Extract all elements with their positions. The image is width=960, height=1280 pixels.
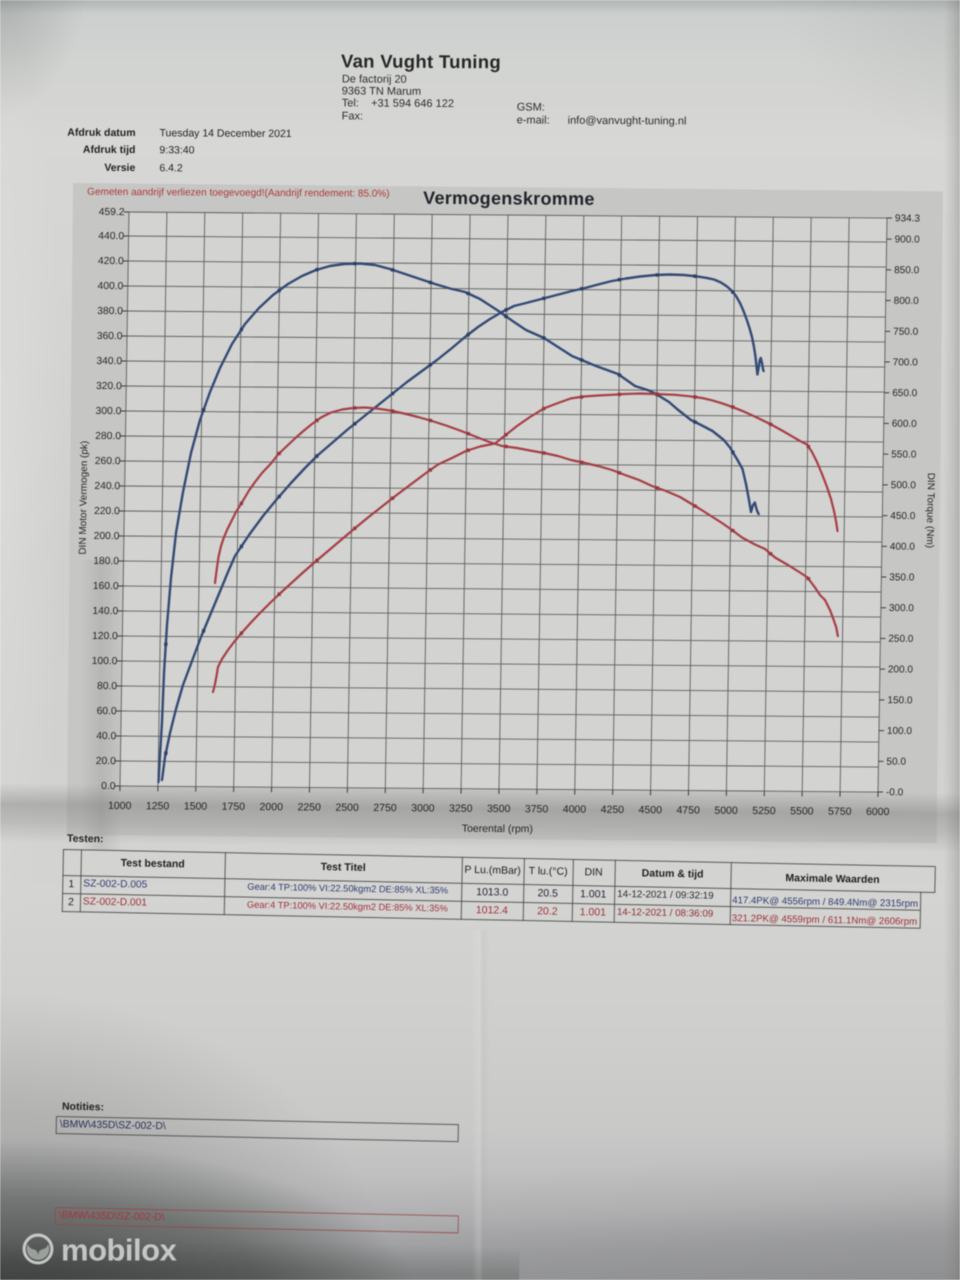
svg-text:40.0: 40.0 (96, 731, 116, 742)
svg-text:1000: 1000 (108, 800, 132, 812)
svg-text:5250: 5250 (752, 805, 776, 817)
svg-text:5000: 5000 (714, 805, 738, 817)
svg-text:900.0: 900.0 (895, 234, 921, 245)
svg-text:300.0: 300.0 (96, 406, 122, 417)
svg-text:700.0: 700.0 (893, 357, 919, 368)
svg-text:650.0: 650.0 (892, 388, 918, 399)
svg-text:550.0: 550.0 (891, 449, 917, 460)
svg-text:200.0: 200.0 (94, 531, 120, 542)
svg-text:1250: 1250 (146, 800, 170, 812)
svg-text:2500: 2500 (335, 802, 359, 814)
svg-text:-0.0: -0.0 (886, 787, 904, 798)
svg-text:Toerental (rpm): Toerental (rpm) (462, 823, 533, 836)
svg-text:200.0: 200.0 (888, 664, 914, 675)
svg-text:934.3: 934.3 (895, 213, 921, 224)
svg-text:3750: 3750 (525, 803, 549, 815)
svg-text:240.0: 240.0 (94, 481, 120, 492)
svg-text:100.0: 100.0 (92, 656, 118, 667)
svg-text:5500: 5500 (790, 805, 814, 817)
svg-text:500.0: 500.0 (891, 480, 917, 491)
svg-text:120.0: 120.0 (92, 631, 118, 642)
svg-text:20.0: 20.0 (96, 756, 116, 767)
svg-text:350.0: 350.0 (889, 572, 915, 583)
svg-text:160.0: 160.0 (93, 581, 119, 592)
svg-text:440.0: 440.0 (98, 231, 124, 242)
svg-text:850.0: 850.0 (894, 265, 920, 276)
svg-text:420.0: 420.0 (98, 256, 124, 267)
svg-text:380.0: 380.0 (97, 306, 123, 317)
svg-text:600.0: 600.0 (892, 419, 918, 430)
svg-text:140.0: 140.0 (92, 606, 118, 617)
svg-text:3250: 3250 (449, 803, 473, 815)
svg-text:5750: 5750 (828, 806, 852, 818)
svg-text:400.0: 400.0 (97, 281, 123, 292)
svg-text:50.0: 50.0 (886, 757, 906, 768)
svg-text:3500: 3500 (487, 803, 511, 815)
svg-text:1750: 1750 (222, 801, 246, 813)
svg-text:800.0: 800.0 (894, 296, 920, 307)
svg-text:300.0: 300.0 (889, 603, 915, 614)
svg-text:2750: 2750 (373, 802, 397, 814)
svg-text:2000: 2000 (260, 801, 284, 813)
svg-text:mobilox: mobilox (61, 1233, 178, 1268)
svg-text:400.0: 400.0 (890, 542, 916, 553)
svg-text:4000: 4000 (563, 804, 587, 816)
svg-text:750.0: 750.0 (893, 327, 919, 338)
svg-text:360.0: 360.0 (97, 331, 123, 342)
svg-text:80.0: 80.0 (97, 681, 117, 692)
svg-text:1500: 1500 (184, 801, 208, 813)
svg-text:3000: 3000 (411, 802, 435, 814)
svg-text:459.2: 459.2 (99, 207, 125, 218)
svg-text:4500: 4500 (639, 804, 663, 816)
svg-text:6000: 6000 (866, 806, 890, 818)
svg-text:4750: 4750 (676, 804, 700, 816)
svg-text:DIN Motor Vermogen (pk): DIN Motor Vermogen (pk) (78, 441, 91, 555)
svg-text:60.0: 60.0 (97, 706, 117, 717)
svg-text:100.0: 100.0 (887, 726, 913, 737)
svg-text:0.0: 0.0 (101, 781, 116, 792)
svg-text:340.0: 340.0 (96, 356, 122, 367)
svg-text:4250: 4250 (601, 804, 625, 816)
svg-text:260.0: 260.0 (95, 456, 121, 467)
svg-text:DIN Torque (Nm): DIN Torque (Nm) (924, 473, 936, 548)
svg-text:250.0: 250.0 (888, 634, 914, 645)
svg-text:2250: 2250 (297, 801, 321, 813)
svg-text:450.0: 450.0 (890, 511, 916, 522)
svg-text:150.0: 150.0 (887, 695, 913, 706)
svg-text:280.0: 280.0 (95, 431, 121, 442)
svg-text:220.0: 220.0 (94, 506, 120, 517)
svg-text:180.0: 180.0 (93, 556, 119, 567)
svg-text:320.0: 320.0 (96, 381, 122, 392)
